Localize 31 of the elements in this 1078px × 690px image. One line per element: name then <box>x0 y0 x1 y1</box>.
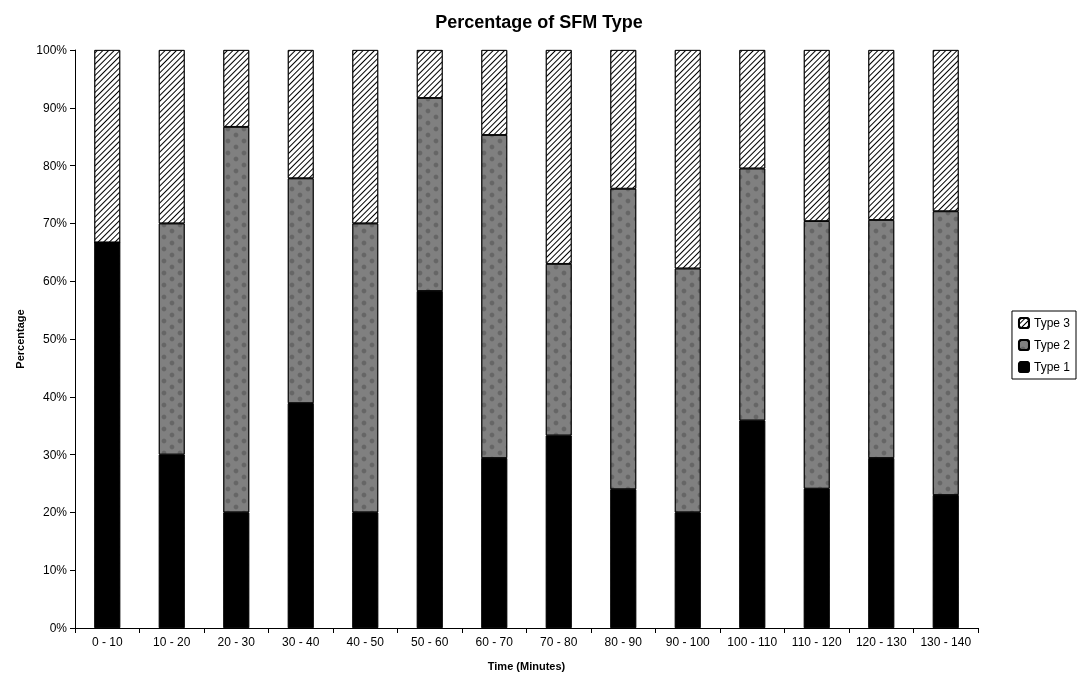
x-tick-label: 10 - 20 <box>153 635 191 649</box>
y-tick-label: 80% <box>42 158 68 173</box>
x-tick-label: 40 - 50 <box>346 635 385 649</box>
x-tick-label: 50 - 60 <box>411 635 449 649</box>
y-tick-label: 40% <box>42 389 68 404</box>
y-tick-label: 50% <box>42 332 68 346</box>
x-tick-label: 100 - 110 <box>727 635 778 649</box>
x-tick-label: 60 - 70 <box>475 635 514 649</box>
y-tick-label: 20% <box>42 505 68 520</box>
x-tick-label: 110 - 120 <box>791 635 842 649</box>
y-tick-label: 30% <box>42 447 68 462</box>
y-tick-label: 90% <box>42 100 68 115</box>
chart-title: Percentage of SFM Type <box>435 12 643 32</box>
x-tick-label: 0 - 10 <box>91 635 123 649</box>
x-tick-label: 30 - 40 <box>282 635 320 649</box>
x-tick-label: 120 - 130 <box>855 635 907 649</box>
y-tick-label: 10% <box>42 563 68 578</box>
y-tick-label: 0% <box>49 621 68 635</box>
legend-label: Type 1 <box>1033 360 1071 374</box>
x-axis-title: Time (Minutes) <box>487 659 566 672</box>
y-tick-label: 70% <box>42 216 68 231</box>
legend-label: Type 2 <box>1033 338 1071 352</box>
x-tick-label: 20 - 30 <box>217 635 256 649</box>
y-tick-label: 60% <box>42 274 68 289</box>
x-tick-label: 130 - 140 <box>920 635 972 649</box>
x-tick-label: 90 - 100 <box>665 635 711 649</box>
y-tick-label: 100% <box>36 43 68 57</box>
x-tick-label: 70 - 80 <box>540 635 578 649</box>
x-tick-label: 80 - 90 <box>604 635 643 649</box>
legend-label: Type 3 <box>1033 316 1071 330</box>
y-axis-title: Percentage <box>13 309 26 369</box>
